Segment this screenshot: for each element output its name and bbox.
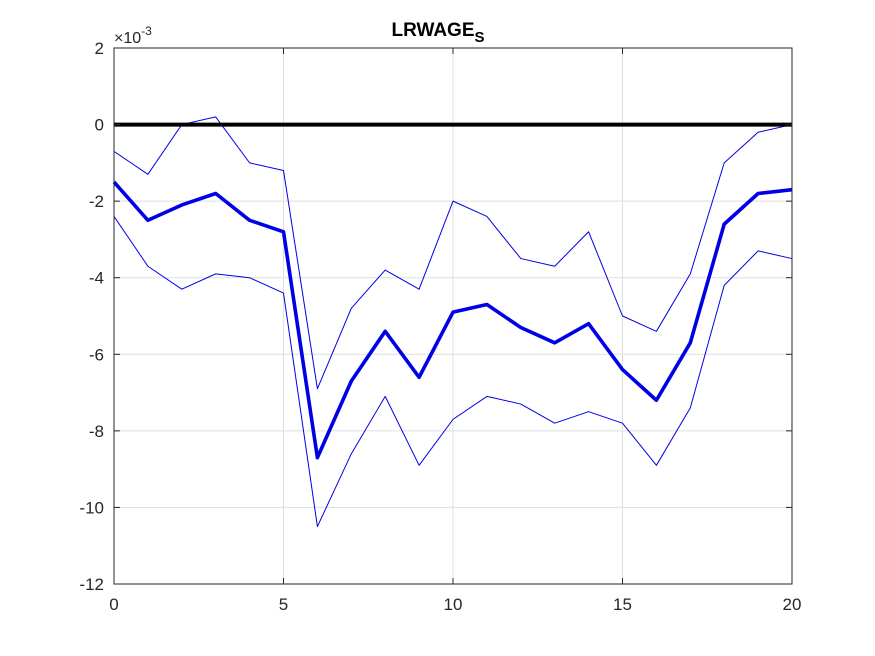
series-line-median [112, 180, 793, 460]
y-tick-label: -4 [89, 269, 104, 288]
x-tick-label: 5 [279, 595, 288, 614]
chart-title-main: LRWAGE [391, 20, 474, 41]
y-exponent-power: -3 [141, 24, 152, 38]
y-tick-label: -10 [79, 498, 104, 517]
x-tick-label: 15 [613, 595, 632, 614]
y-tick-label: 2 [95, 39, 104, 58]
chart-title: LRWAGES [391, 20, 484, 46]
chart-title-subscript: S [475, 29, 485, 46]
y-exponent-label: ×10-3 [114, 24, 152, 47]
x-tick-label: 10 [444, 595, 463, 614]
series-line-upper [113, 116, 793, 390]
y-tick-label: -2 [89, 192, 104, 211]
x-tick-labels: 0 5 10 15 20 [109, 595, 801, 614]
y-exponent-prefix: ×10 [114, 30, 141, 47]
x-tick-label: 20 [783, 595, 802, 614]
series-layer [112, 116, 793, 528]
y-tick-label: -8 [89, 422, 104, 441]
y-tick-labels: -12 -10 -8 -6 -4 -2 0 2 [79, 39, 104, 594]
y-tick-label: 0 [95, 116, 104, 135]
x-tick-label: 0 [109, 595, 118, 614]
tick-marks [113, 47, 793, 585]
series-line-lower [113, 216, 793, 528]
y-tick-label: -6 [89, 345, 104, 364]
y-tick-label: -12 [79, 575, 104, 594]
